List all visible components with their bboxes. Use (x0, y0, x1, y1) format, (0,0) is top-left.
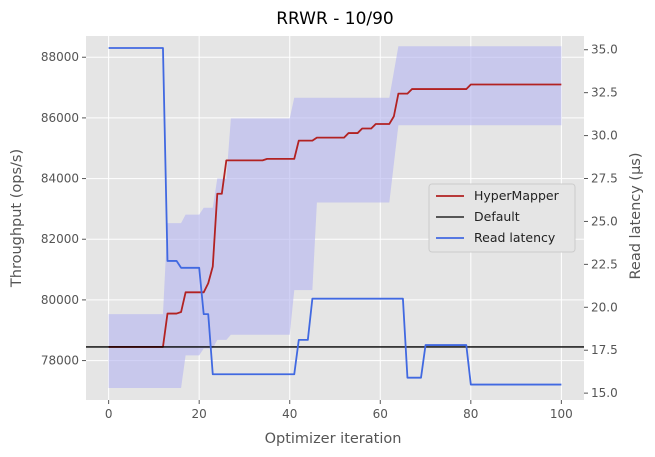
y-right-axis-label: Read latency (μs) (628, 152, 644, 279)
x-tick-label: 0 (105, 407, 113, 421)
legend-box (428, 183, 576, 253)
chart-title: RRWR - 10/90 (276, 9, 394, 29)
y-left-tick-label: 78000 (41, 354, 79, 368)
band-layer (108, 46, 562, 388)
y-right-tick-label: 22.5 (591, 257, 618, 271)
x-axis-label: Optimizer iteration (265, 431, 402, 447)
legend-label-hypermapper: HyperMapper (474, 188, 560, 203)
ticks-layer: 0 20 40 60 80 100 78000 80000 82000 84000 86000 880… (41, 43, 618, 421)
y-right-tick-label: 32.5 (591, 86, 618, 100)
x-tick-label: 100 (550, 407, 573, 421)
y-right-tick-label: 35.0 (591, 43, 618, 57)
x-tick-label: 20 (192, 407, 207, 421)
y-right-tick-label: 30.0 (591, 129, 618, 143)
y-right-tick-label: 25.0 (591, 214, 618, 228)
y-left-tick-label: 86000 (41, 111, 79, 125)
hypermapper-line (108, 83, 562, 348)
line-layer (86, 47, 584, 386)
read-latency-band (108, 46, 562, 388)
y-right-tick-label: 17.5 (591, 343, 618, 357)
y-right-tick-label: 15.0 (591, 386, 618, 400)
y-left-tick-label: 84000 (41, 172, 79, 186)
y-left-tick-label: 82000 (41, 232, 79, 246)
x-tick-label: 40 (282, 407, 297, 421)
read-latency-line (108, 47, 562, 386)
y-left-axis-label: Throughput (ops/s) (9, 149, 25, 288)
legend-label-default: Default (474, 209, 520, 224)
x-tick-label: 80 (463, 407, 478, 421)
y-right-tick-label: 27.5 (591, 172, 618, 186)
y-left-tick-label: 80000 (41, 293, 79, 307)
legend-label-read-latency: Read latency (474, 230, 556, 245)
x-tick-label: 60 (373, 407, 388, 421)
y-right-tick-label: 20.0 (591, 300, 618, 314)
legend: HyperMapper Default Read latency (428, 183, 576, 253)
y-left-tick-label: 88000 (41, 50, 79, 64)
